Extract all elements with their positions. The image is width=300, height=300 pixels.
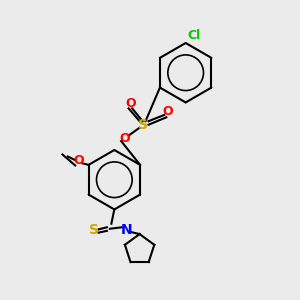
Text: O: O: [119, 132, 130, 145]
Text: Cl: Cl: [187, 28, 200, 41]
Text: N: N: [120, 223, 132, 237]
Text: S: S: [138, 118, 148, 132]
Text: O: O: [125, 98, 136, 110]
Text: O: O: [73, 154, 83, 167]
Text: O: O: [163, 105, 173, 118]
Text: S: S: [88, 223, 98, 237]
